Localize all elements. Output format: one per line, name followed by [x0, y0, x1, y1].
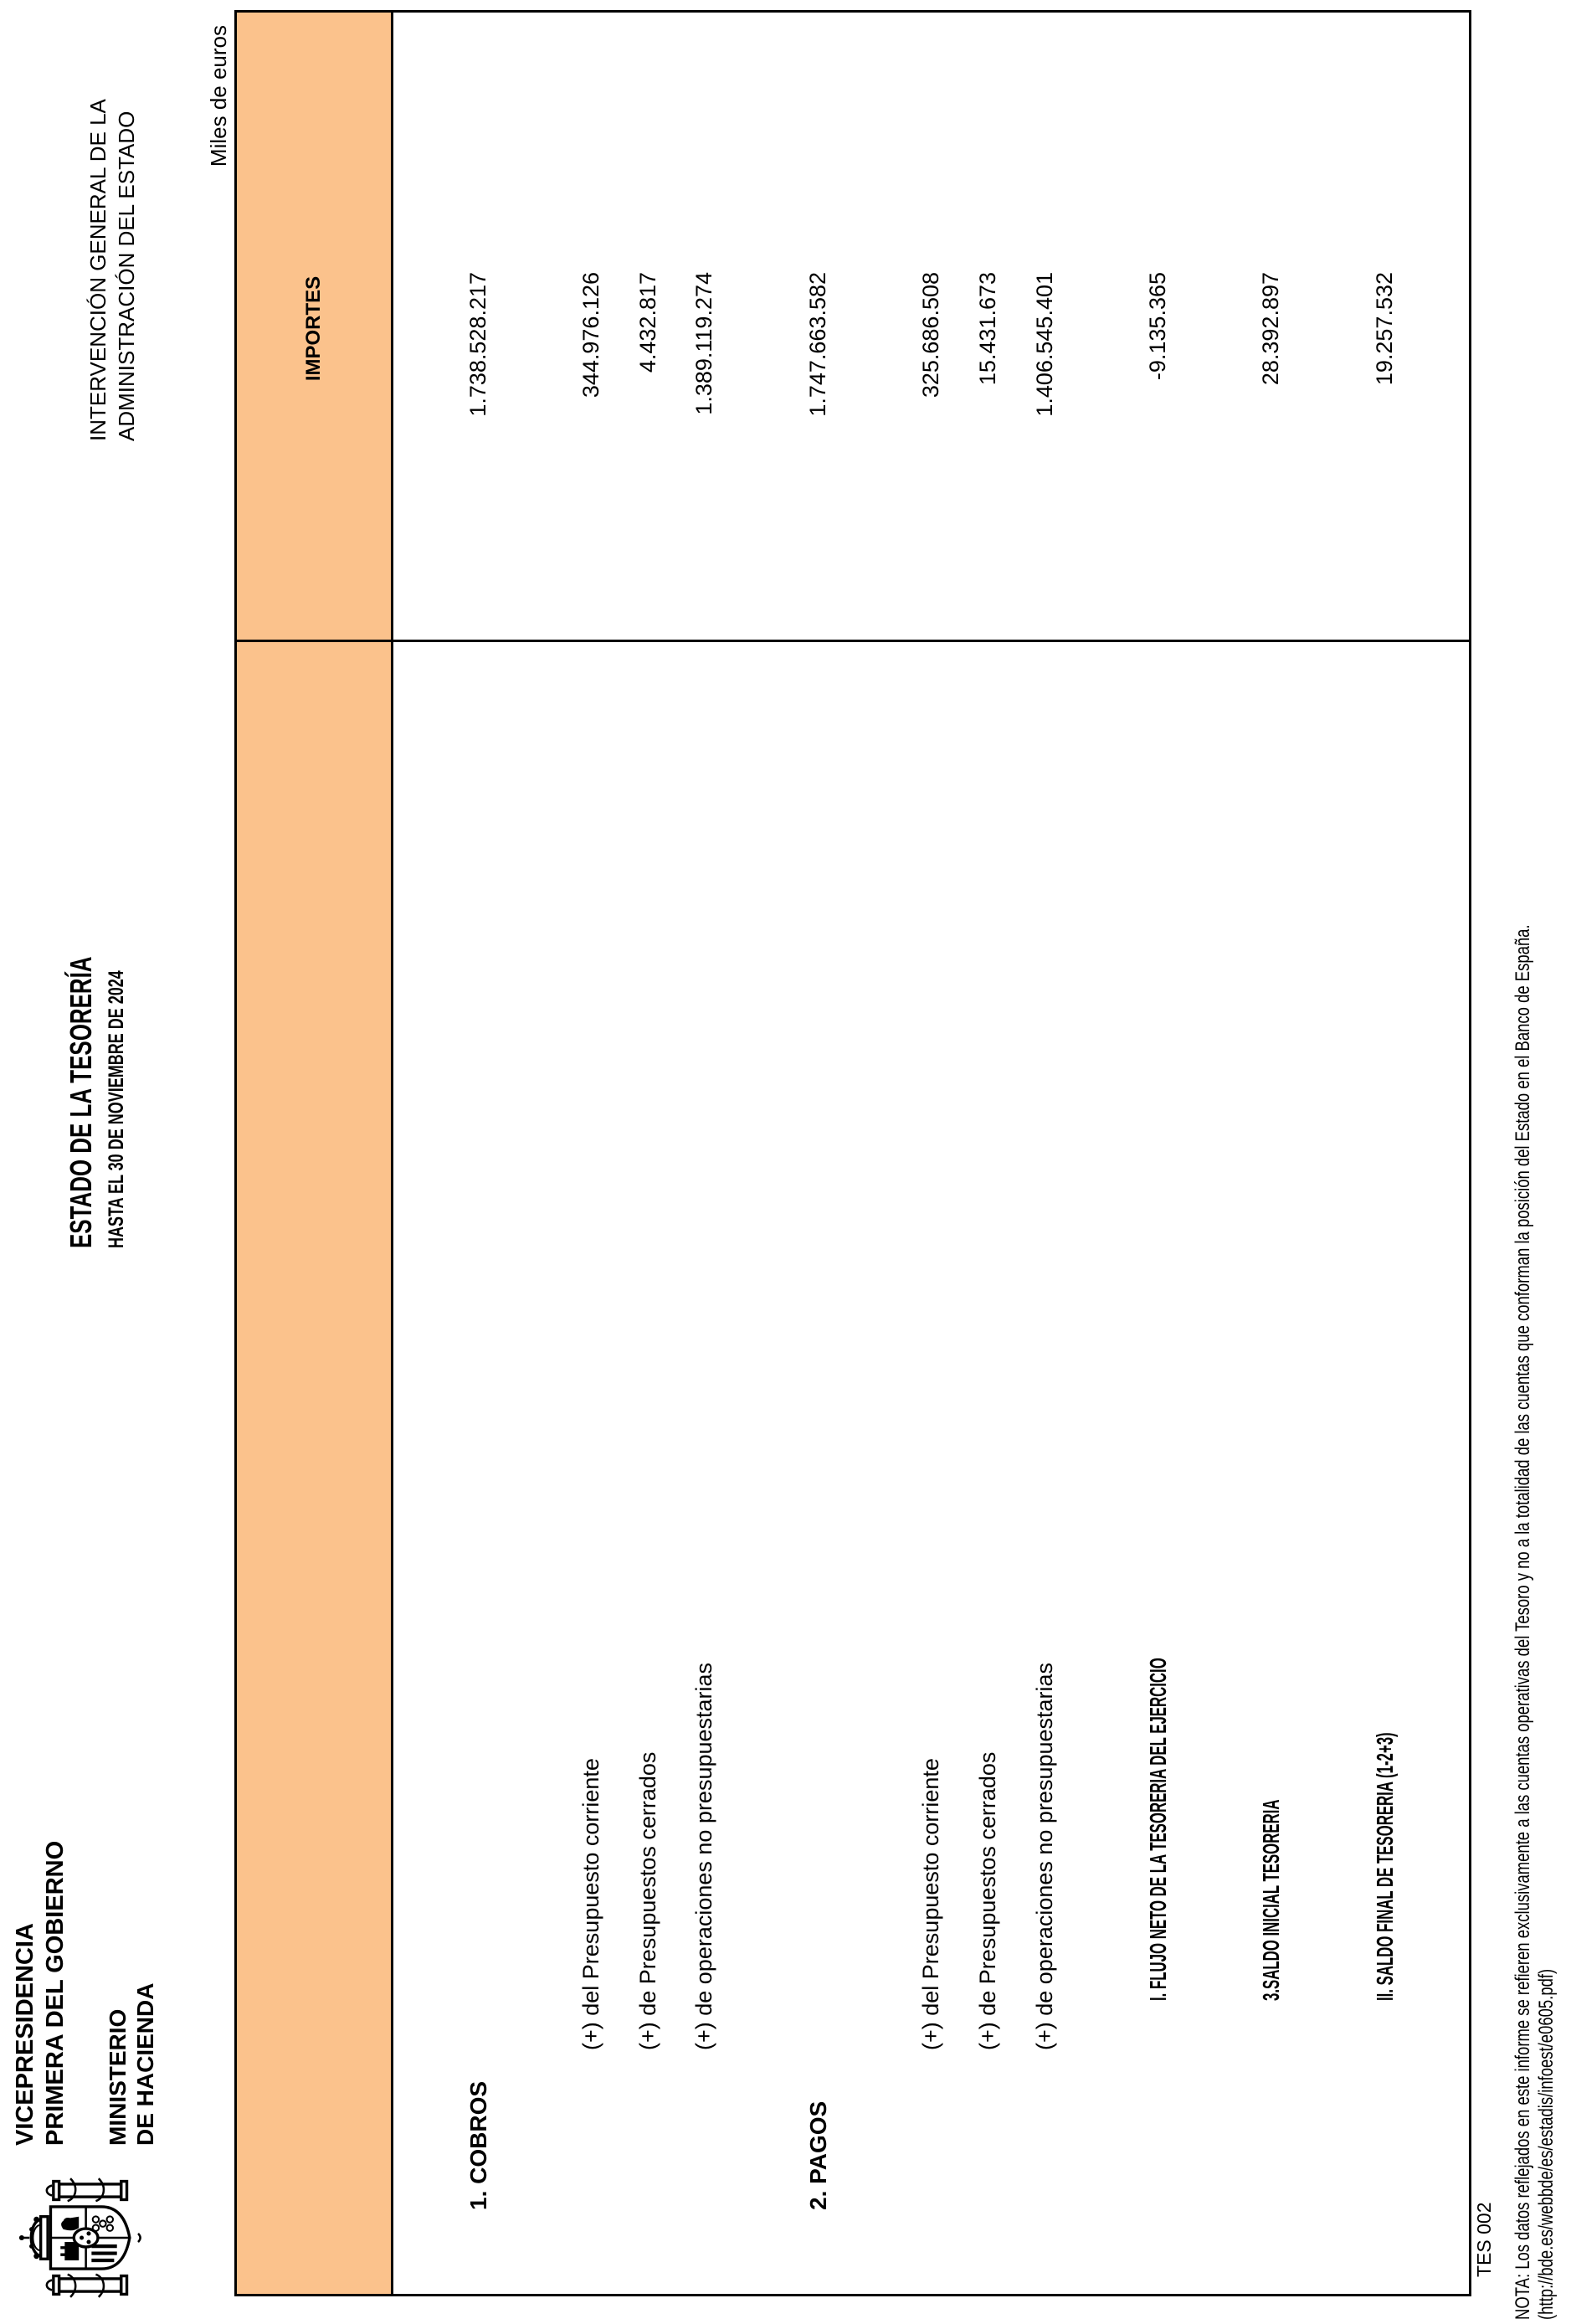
table-spacer-row	[1187, 13, 1244, 2294]
table-spacer-row	[847, 13, 904, 2294]
row-value: 1.747.663.582	[804, 272, 830, 417]
row-value: 1.389.119.274	[691, 272, 717, 415]
table-row: II. SALDO FINAL DE TESORERIA (1-2+3) 19.2…	[1357, 13, 1414, 2294]
row-label: 2. PAGOS	[804, 2100, 831, 2210]
row-value: 15.431.673	[974, 272, 1000, 386]
row-value: 1.406.545.401	[1031, 272, 1057, 417]
row-value: 4.432.817	[634, 272, 660, 373]
row-label: (+) del Presupuesto corriente	[578, 1758, 604, 2050]
treasury-table: IMPORTES 1. COBROS 1.738.528.217 (+) del P…	[234, 10, 1471, 2296]
table-spacer-row	[1413, 13, 1470, 2294]
table-row: (+) de Presupuestos cerrados 4.432.817	[620, 13, 677, 2294]
page-title: ESTADO DE LA TESORERÍA	[64, 956, 98, 1248]
table-row: I. FLUJO NETO DE LA TESORERIA DEL EJERCI…	[1130, 13, 1187, 2294]
agency-line-2: ADMINISTRACIÓN DEL ESTADO	[114, 111, 139, 441]
row-label: 3.SALDO INICIAL TESORERIA	[1258, 1799, 1285, 2001]
ministry-line-3: MINISTERIO	[105, 2008, 131, 2146]
table-row: (+) de Presupuestos cerrados 15.431.673	[960, 13, 1017, 2294]
footer-form-code: TES 002	[1473, 2202, 1495, 2278]
spain-coat-of-arms-icon	[18, 2177, 141, 2298]
table-row: (+) del Presupuesto corriente 325.686.508	[903, 13, 960, 2294]
row-label: (+) de operaciones no presupuestarias	[691, 1662, 717, 2050]
row-label: (+) de Presupuestos cerrados	[974, 1751, 1000, 2050]
agency-block: INTERVENCIÓN GENERAL DE LA ADMINISTRACIÓ…	[84, 99, 141, 441]
table-header-row: IMPORTES	[237, 13, 393, 2294]
table-body: 1. COBROS 1.738.528.217 (+) del Presupuest…	[393, 13, 1470, 2294]
agency-line-1: INTERVENCIÓN GENERAL DE LA	[85, 99, 110, 441]
table-spacer-row	[393, 13, 450, 2294]
ministry-line-2: PRIMERA DEL GOBIERNO	[42, 1840, 69, 2146]
importes-header-cell: IMPORTES	[302, 275, 325, 382]
row-value: -9.135.365	[1144, 272, 1170, 381]
table-spacer-row	[1300, 13, 1357, 2294]
table-row: (+) del Presupuesto corriente 344.976.126	[563, 13, 620, 2294]
table-row: 1. COBROS 1.738.528.217	[450, 13, 507, 2294]
row-label: II. SALDO FINAL DE TESORERIA (1-2+3)	[1371, 1732, 1398, 2001]
footer-note: NOTA: Los datos reflejados en este infor…	[1512, 924, 1534, 2320]
table-row: (+) de operaciones no presupuestarias 1.4…	[1017, 13, 1074, 2294]
ministry-line-1: VICEPRESIDENCIA	[12, 1923, 39, 2146]
table-spacer-row	[1073, 13, 1130, 2294]
table-spacer-row	[506, 13, 563, 2294]
row-label: I. FLUJO NETO DE LA TESORERIA DEL EJERCI…	[1144, 1658, 1171, 2001]
units-label: Miles de euros	[206, 25, 231, 167]
table-row: 2. PAGOS 1.747.663.582	[790, 13, 847, 2294]
row-value: 325.686.508	[918, 272, 944, 398]
ministry-block: VICEPRESIDENCIA PRIMERA DEL GOBIERNO MIN…	[10, 1841, 159, 2146]
row-label: (+) de operaciones no presupuestarias	[1031, 1662, 1057, 2050]
table-row: (+) de operaciones no presupuestarias 1.3…	[676, 13, 733, 2294]
column-divider	[237, 640, 1469, 642]
page-subtitle: HASTA EL 30 DE NOVIEMBRE DE 2024	[105, 970, 128, 1248]
row-label: (+) del Presupuesto corriente	[918, 1758, 944, 2050]
row-value: 344.976.126	[578, 272, 604, 398]
ministry-line-4: DE HACIENDA	[132, 1982, 158, 2146]
row-value: 19.257.532	[1371, 272, 1397, 386]
table-spacer-row	[733, 13, 790, 2294]
table-row: 3.SALDO INICIAL TESORERIA 28.392.897	[1243, 13, 1300, 2294]
footer-url: (http://bde.es/webbde/es/estadis/infoest…	[1535, 1968, 1558, 2320]
row-value: 1.738.528.217	[465, 272, 490, 417]
title-block: ESTADO DE LA TESORERÍA HASTA EL 30 DE NO…	[64, 843, 129, 1248]
row-value: 28.392.897	[1258, 272, 1284, 386]
row-label: 1. COBROS	[465, 2080, 491, 2210]
row-label: (+) de Presupuestos cerrados	[634, 1751, 660, 2050]
